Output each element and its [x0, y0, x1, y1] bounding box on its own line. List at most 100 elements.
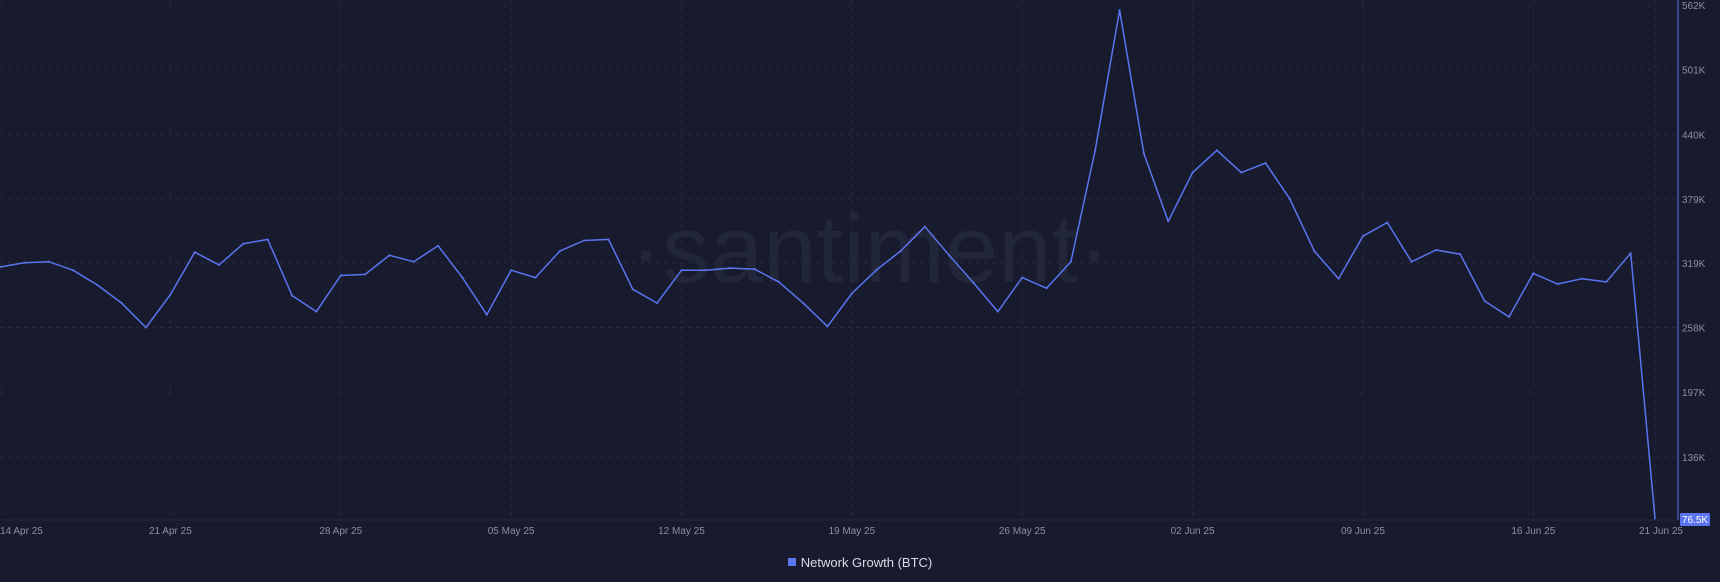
data-point — [1410, 260, 1413, 263]
x-tick-label: 21 Jun 25 — [1639, 526, 1683, 537]
data-point — [71, 268, 75, 272]
y-tick-label: 197K — [1682, 388, 1706, 399]
last-value-badge — [1680, 513, 1710, 526]
data-point — [1094, 149, 1097, 152]
data-point — [582, 239, 586, 242]
y-tick-label: 136K — [1682, 453, 1706, 464]
data-point — [1288, 197, 1292, 201]
data-point — [826, 325, 829, 328]
data-point — [996, 310, 1000, 313]
x-tick-label: 12 May 25 — [658, 526, 705, 537]
series-layer — [0, 9, 1657, 520]
data-point — [607, 238, 610, 241]
data-point — [1264, 161, 1267, 165]
data-point — [680, 268, 683, 272]
x-tick-label: 02 Jun 25 — [1171, 526, 1215, 537]
data-point — [1313, 249, 1316, 253]
x-tick-label: 09 Jun 25 — [1341, 526, 1385, 537]
y-axis: 136K 197K 258K 319K 379K 440K 501K 562K 76.5K — [1680, 1, 1710, 526]
data-point — [266, 238, 269, 241]
x-tick-label: 16 Jun 25 — [1511, 526, 1555, 537]
data-point — [753, 267, 756, 271]
data-point — [1215, 149, 1219, 152]
data-point — [801, 301, 805, 305]
data-point — [1361, 235, 1365, 238]
data-point — [96, 283, 99, 287]
data-point — [485, 313, 488, 316]
last-value-label: 76.5K — [1682, 515, 1708, 526]
data-point — [1386, 221, 1389, 224]
data-point — [509, 268, 513, 272]
data-point — [461, 276, 464, 279]
data-point — [728, 266, 732, 270]
data-point — [1167, 220, 1170, 223]
y-tick-label: 501K — [1682, 66, 1706, 77]
data-point — [1629, 252, 1632, 255]
y-tick-label: 258K — [1682, 323, 1706, 334]
data-point — [655, 301, 659, 305]
x-tick-label: 28 Apr 25 — [319, 526, 362, 537]
y-tick-label: 379K — [1682, 195, 1706, 206]
data-point — [1118, 9, 1121, 12]
santiment-watermark: ·santiment· — [630, 196, 1110, 303]
y-tick-label: 319K — [1682, 259, 1706, 270]
data-point — [534, 276, 537, 279]
legend-swatch — [787, 558, 796, 566]
x-tick-label: 19 May 25 — [828, 526, 875, 537]
data-point — [558, 249, 561, 253]
x-tick-label: 05 May 25 — [488, 526, 535, 537]
data-point — [436, 244, 440, 247]
x-tick-label: 14 Apr 25 — [0, 526, 43, 537]
data-point — [972, 281, 975, 285]
data-point — [412, 260, 415, 263]
data-point — [1605, 280, 1608, 284]
data-point — [1459, 253, 1462, 256]
legend-label-network-growth: Network Growth (BTC) — [800, 554, 933, 570]
data-point — [363, 273, 367, 276]
data-point — [193, 250, 196, 254]
data-point — [1483, 299, 1486, 303]
data-point — [874, 268, 878, 272]
data-point — [947, 254, 951, 257]
x-axis: 14 Apr 25 21 Apr 25 28 Apr 25 05 May 25 12 M… — [0, 526, 1683, 537]
data-point — [704, 268, 708, 272]
data-point — [1434, 248, 1438, 252]
data-point — [1580, 277, 1584, 280]
data-point — [1021, 276, 1024, 279]
data-point — [1045, 287, 1048, 290]
data-point — [923, 225, 927, 228]
data-point — [315, 310, 318, 313]
data-point — [144, 326, 148, 329]
data-point — [777, 280, 781, 284]
data-point — [1191, 171, 1194, 174]
data-point — [120, 301, 123, 305]
y-tick-label: 440K — [1682, 130, 1706, 141]
data-point — [1069, 260, 1073, 263]
data-point — [631, 288, 634, 291]
x-tick-label: 21 Apr 25 — [149, 526, 192, 537]
data-point — [242, 242, 245, 245]
data-point — [23, 261, 26, 264]
y-tick-label: 562K — [1682, 1, 1706, 12]
data-point — [1653, 517, 1657, 520]
data-point — [899, 249, 902, 253]
data-point — [339, 274, 342, 277]
data-point — [850, 292, 854, 295]
data-point — [1556, 282, 1559, 286]
x-tick-label: 26 May 25 — [999, 526, 1046, 537]
data-point — [1532, 272, 1535, 275]
data-point — [1507, 315, 1511, 319]
data-point — [47, 260, 50, 263]
data-point — [1142, 152, 1146, 155]
data-point — [1240, 171, 1243, 174]
data-point — [169, 293, 172, 296]
chart-legend[interactable]: Network Growth (BTC) — [0, 552, 1720, 572]
data-point — [0, 265, 2, 269]
data-point — [1337, 277, 1340, 280]
data-point — [217, 263, 221, 267]
data-point — [290, 294, 294, 297]
grid-layer — [0, 0, 1678, 521]
data-point — [388, 254, 391, 257]
